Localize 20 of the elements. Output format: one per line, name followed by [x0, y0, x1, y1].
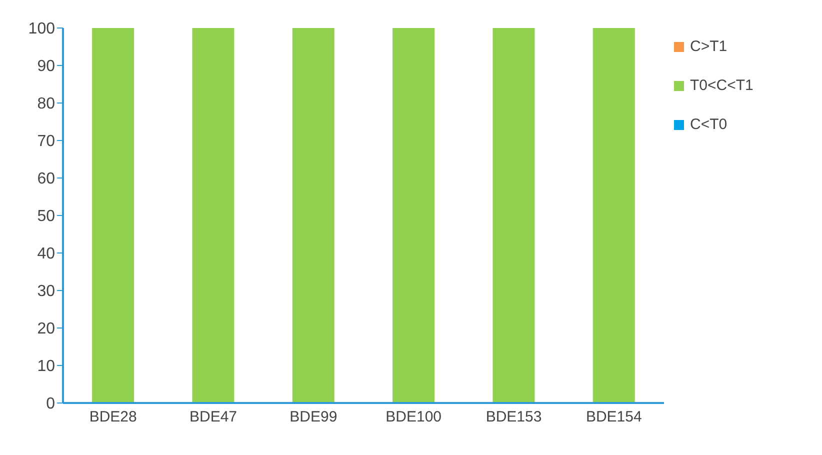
y-tick-label: 30: [37, 283, 56, 300]
x-tick-label: BDE153: [486, 408, 542, 426]
x-tick-label: BDE28: [89, 408, 137, 426]
x-tick-label: BDE100: [386, 408, 442, 426]
x-tick-label: BDE99: [290, 408, 338, 426]
x-tick-label: BDE47: [189, 408, 238, 426]
y-tick-label: 100: [28, 20, 56, 38]
y-tick-label: 60: [37, 170, 56, 188]
y-tick-label: 80: [37, 96, 56, 113]
y-tick-label: 10: [37, 358, 56, 376]
y-tick-label: 70: [37, 133, 56, 150]
y-tick-label: 50: [37, 208, 56, 226]
y-tick-label: 40: [37, 246, 56, 263]
legend-label: C>T1: [690, 38, 728, 55]
y-tick-label: 20: [37, 320, 56, 338]
y-tick-label: 90: [37, 58, 56, 76]
y-tick-label: 0: [46, 396, 56, 413]
x-tick-label: BDE154: [586, 408, 642, 426]
legend-label: C<T0: [690, 116, 728, 133]
legend-label: T0<C<T1: [690, 77, 754, 94]
